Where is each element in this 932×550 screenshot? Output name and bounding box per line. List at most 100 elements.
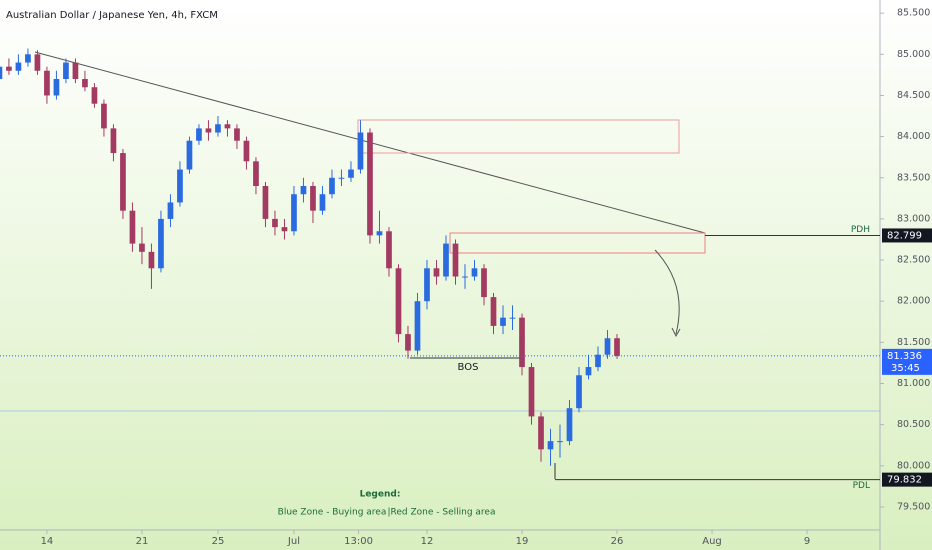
- y-tick-label: 85.500: [897, 8, 930, 19]
- candle-body: [367, 132, 373, 236]
- candle-body: [357, 132, 364, 170]
- last-price-box: [882, 348, 932, 375]
- y-tick-label: 81.000: [897, 378, 930, 389]
- y-tick-label: 81.500: [897, 337, 930, 348]
- candle-body: [253, 161, 259, 186]
- sell-zone: [449, 232, 706, 254]
- candle-body: [595, 354, 601, 368]
- candle-body: [139, 243, 145, 252]
- candle-body: [196, 128, 202, 141]
- candle-body: [72, 62, 79, 80]
- candle-body: [452, 243, 459, 277]
- candle-body: [414, 301, 421, 351]
- candle-body: [129, 210, 136, 244]
- x-tick-label: 21: [136, 536, 149, 547]
- candle-body: [0, 66, 3, 80]
- candle-body: [101, 103, 107, 129]
- pdl-label: PDL: [853, 481, 870, 491]
- candle-body: [566, 408, 573, 442]
- candle-body: [205, 128, 212, 133]
- pdh-price-box: [882, 228, 932, 243]
- candle-body: [300, 185, 307, 195]
- candle-body: [405, 334, 411, 351]
- candle-body: [424, 268, 430, 302]
- x-tick-label: 12: [421, 536, 434, 547]
- candle-body: [15, 62, 22, 71]
- candle-body: [110, 128, 117, 154]
- candle-body: [471, 268, 478, 277]
- candle-body: [281, 227, 288, 232]
- candle-body: [158, 218, 164, 269]
- candle-body: [177, 169, 183, 203]
- candle-body: [234, 128, 240, 141]
- candle-body: [82, 79, 88, 88]
- x-tick-label: Aug: [702, 536, 722, 547]
- candle-body: [319, 194, 326, 211]
- legend-title: Legend:: [360, 490, 401, 500]
- x-tick-label: 26: [611, 536, 624, 547]
- pdh-price: 82.799: [887, 230, 922, 241]
- candle-body: [576, 375, 582, 409]
- x-tick-label: 13:00: [344, 536, 373, 547]
- y-tick-label: 79.500: [897, 501, 930, 512]
- candle-body: [481, 268, 487, 298]
- candle-body: [519, 317, 525, 368]
- candle-body: [243, 140, 250, 162]
- y-tick-label: 84.500: [897, 90, 930, 101]
- candle-body: [262, 185, 269, 219]
- candle-body: [167, 202, 174, 219]
- candle-body: [538, 416, 544, 450]
- candle-body: [585, 367, 592, 376]
- candle-body: [500, 317, 506, 326]
- candle-body: [348, 169, 354, 178]
- y-tick-label: 80.500: [897, 419, 930, 430]
- candle-body: [272, 218, 278, 228]
- y-tick-label: 82.500: [897, 255, 930, 266]
- y-tick-label: 80.000: [897, 460, 930, 471]
- candle-body: [433, 268, 440, 277]
- candle-body: [148, 251, 155, 269]
- pdh-label: PDH: [851, 225, 870, 235]
- last-price: 81.336: [887, 351, 922, 362]
- y-tick-label: 85.000: [897, 49, 930, 60]
- candle-body: [291, 194, 297, 232]
- pdl-price-box: [882, 472, 932, 487]
- bos-label: BOS: [458, 362, 479, 373]
- x-tick-label: 14: [41, 536, 54, 547]
- y-tick-label: 83.000: [897, 213, 930, 224]
- candle-body: [120, 153, 126, 211]
- candle-body: [44, 70, 50, 96]
- x-tick-label: Jul: [287, 536, 300, 547]
- candle-body: [386, 231, 392, 269]
- candle-body: [547, 441, 554, 450]
- x-tick-label: 25: [212, 536, 225, 547]
- candle-body: [443, 243, 449, 277]
- candle-body: [604, 338, 611, 355]
- y-tick-label: 82.000: [897, 296, 930, 307]
- candle-body: [310, 185, 316, 211]
- candle-body: [25, 54, 31, 63]
- countdown: 35:45: [891, 363, 920, 374]
- candle-body: [528, 367, 535, 417]
- arrow: [654, 249, 680, 335]
- candle-body: [338, 177, 345, 179]
- candle-body: [614, 338, 620, 356]
- candle-body: [490, 297, 497, 326]
- candle-body: [329, 177, 335, 195]
- legend-separator: |: [387, 508, 390, 518]
- pdl-price: 79.832: [887, 475, 922, 486]
- candle-body: [63, 62, 69, 80]
- candle-body: [34, 54, 41, 71]
- arrow-head: [671, 327, 681, 338]
- y-tick-label: 84.000: [897, 131, 930, 142]
- x-tick-label: 9: [804, 536, 810, 547]
- candle-body: [91, 87, 98, 104]
- candle-body: [395, 268, 402, 335]
- chart-title: Australian Dollar / Japanese Yen, 4h, FX…: [6, 10, 218, 21]
- legend-red: Red Zone - Selling area: [391, 508, 496, 518]
- candle-body: [376, 231, 383, 236]
- candle-body: [557, 441, 563, 443]
- candle-body: [186, 140, 193, 170]
